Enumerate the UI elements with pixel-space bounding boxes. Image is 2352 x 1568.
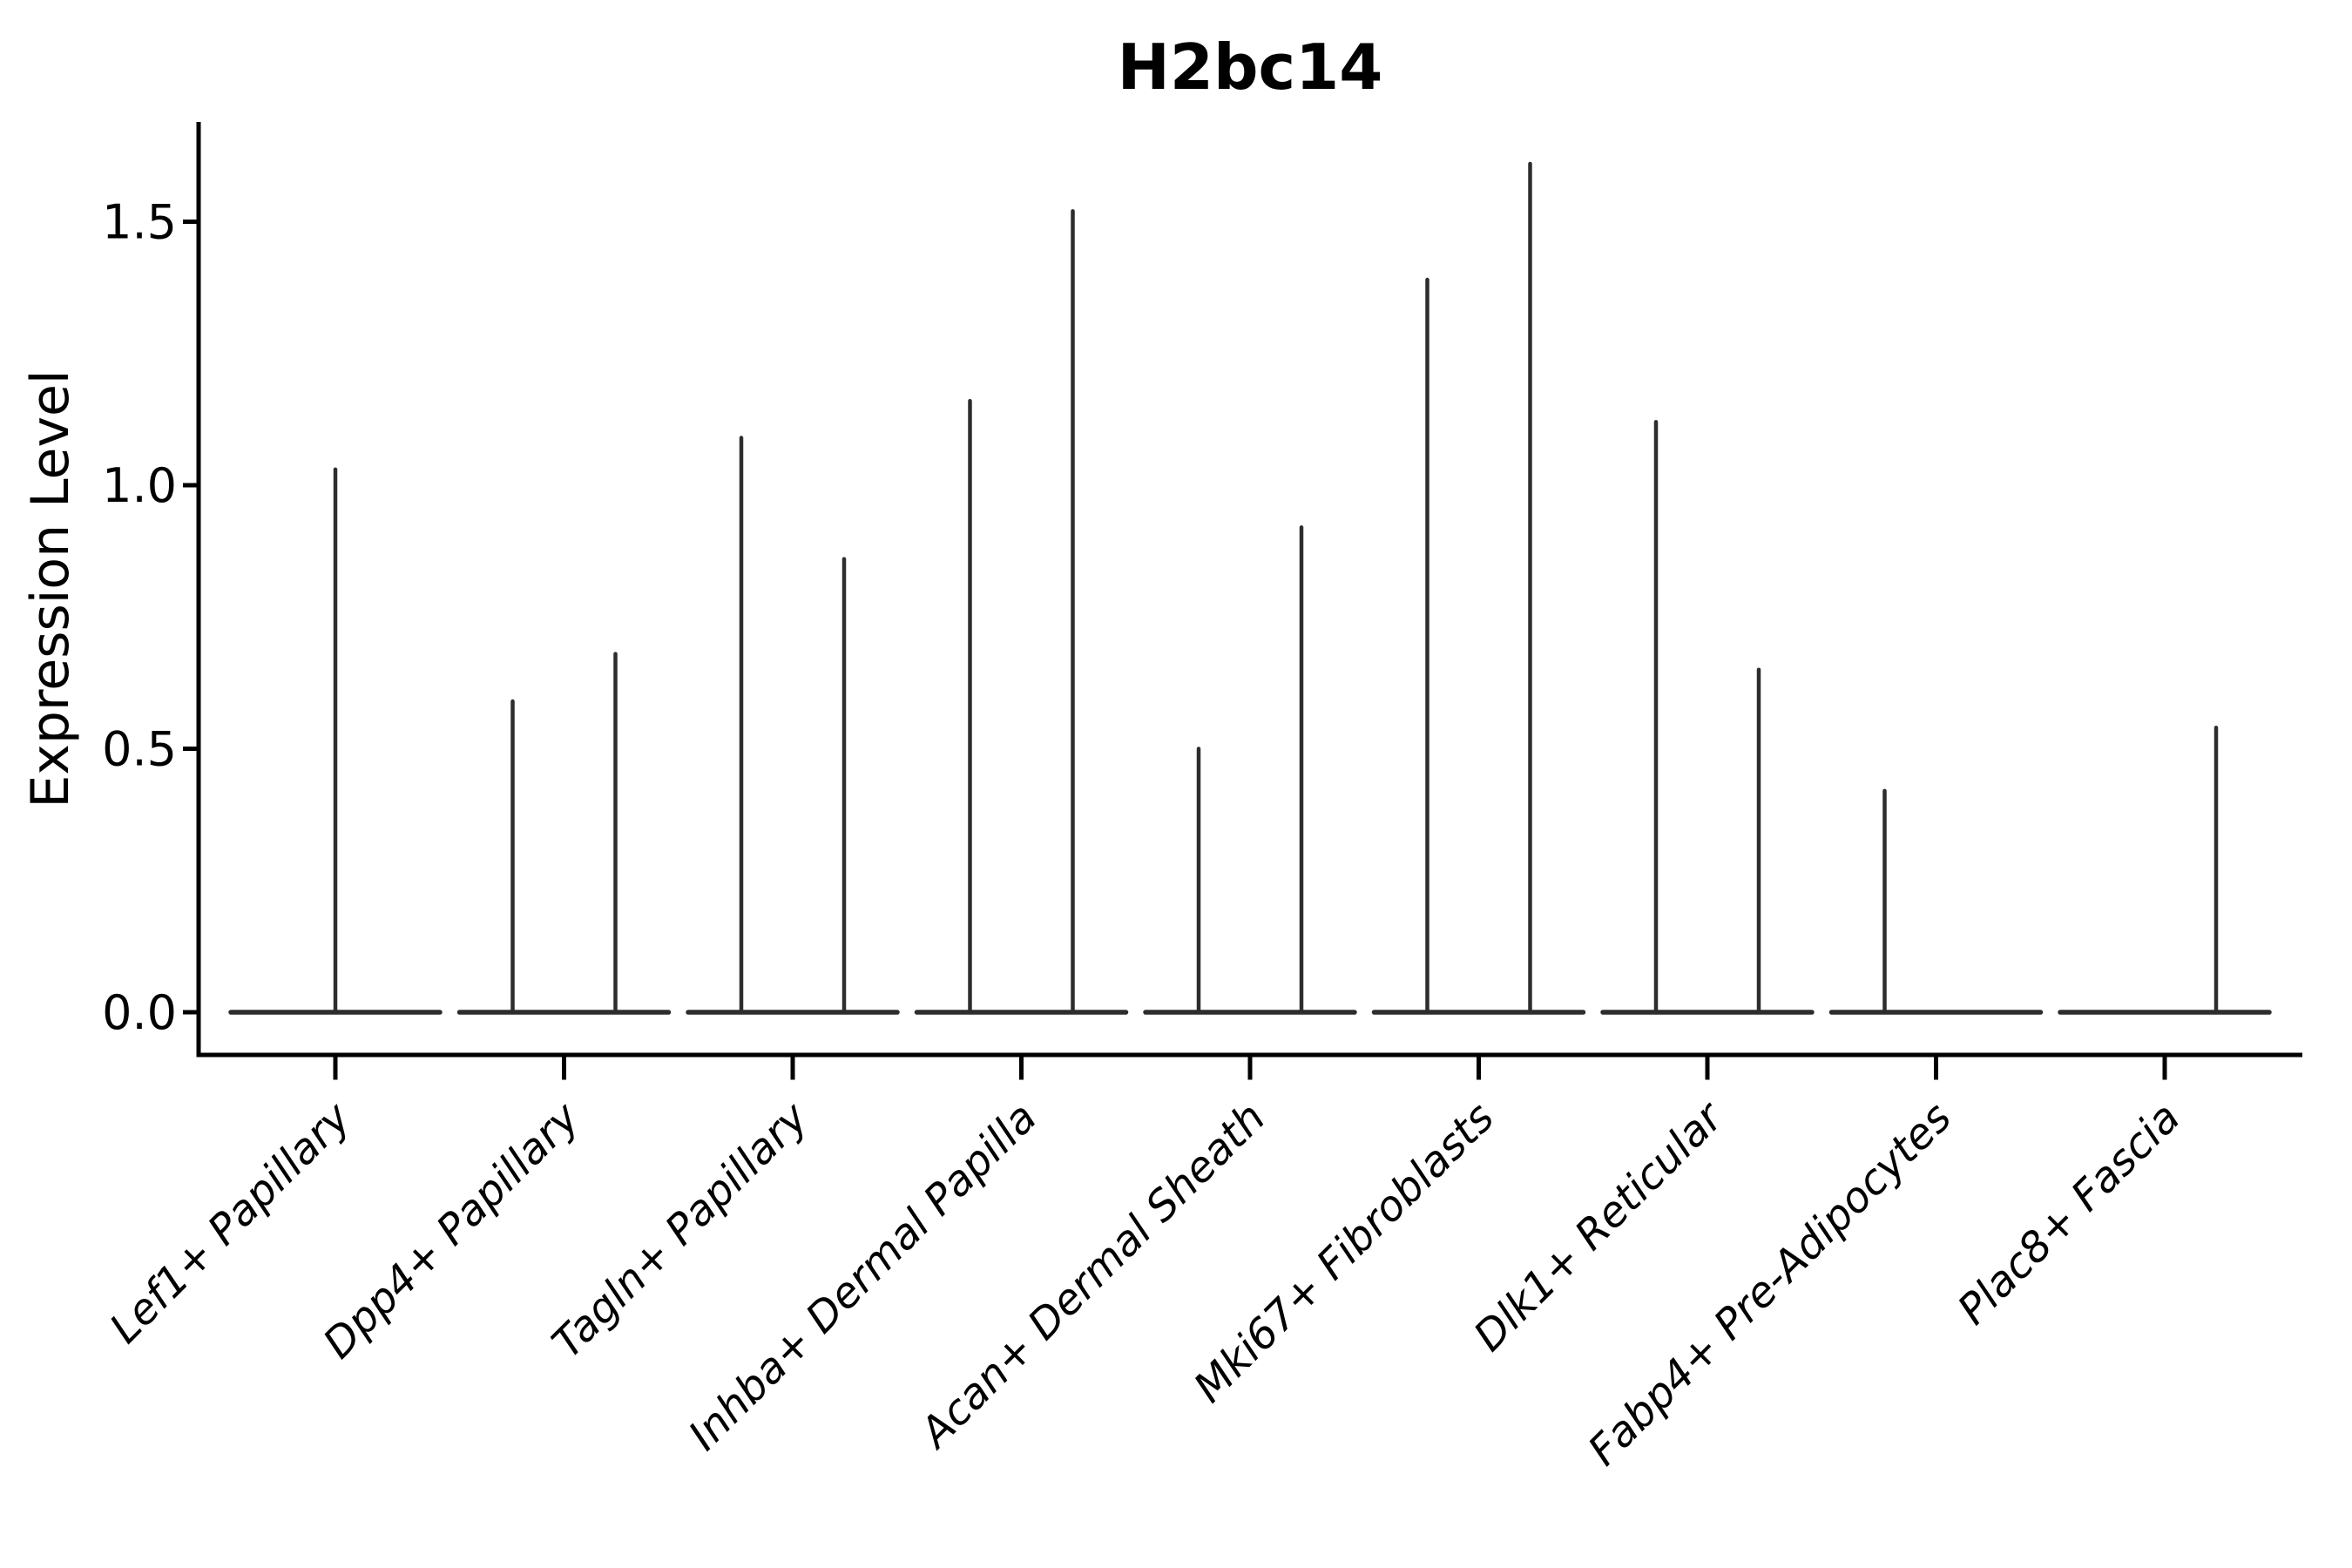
axes [196,122,2302,1058]
violin-1 [228,467,443,1015]
x-tick-label: Fabp4+ Pre-Adipocytes [1578,1093,1961,1476]
violin-8 [1828,788,2044,1015]
y-tick-label: 0.5 [102,722,177,777]
violin-6 [1371,161,1586,1015]
y-axis-label: Expression Level [20,369,81,808]
violins [228,161,2272,1015]
x-tick-label: Dlk1+ Reticular [1464,1092,1734,1362]
x-tick-label: Lef1+ Papillary [100,1092,361,1353]
x-tick-label: Plac8+ Fascia [1949,1093,2190,1335]
violin-2 [456,652,672,1015]
y-tick-label: 0.0 [102,985,177,1040]
x-tick-label: Dpp4+ Papillary [314,1092,589,1368]
y-axis-ticks: 0.0 0.5 1.0 1.5 [102,195,199,1040]
violin-3 [686,436,900,1015]
plot-title: H2bc14 [1118,30,1383,104]
y-tick-label: 1.0 [102,458,177,513]
violin-7 [1600,420,1815,1015]
violin-9 [2058,726,2272,1015]
x-axis-ticks [333,1057,2167,1080]
violin-4 [914,209,1129,1015]
x-tick-label: Tagln+ Papillary [543,1092,818,1368]
y-tick-label: 1.5 [102,195,177,250]
violin-5 [1143,525,1357,1015]
